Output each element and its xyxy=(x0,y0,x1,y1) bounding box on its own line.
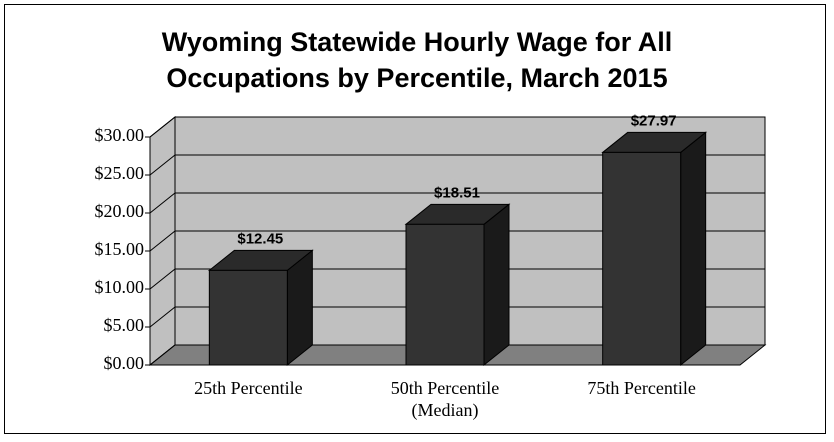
grid-line xyxy=(149,230,765,252)
data-label: $12.45 xyxy=(237,230,283,247)
x-tick-label: 25th Percentile xyxy=(194,378,303,398)
bar-side xyxy=(483,203,510,367)
grid-line xyxy=(149,154,765,176)
bar-side xyxy=(680,131,707,367)
y-tick-label: $5.00 xyxy=(104,315,145,335)
grid-line xyxy=(149,116,765,138)
y-tick-label: $20.00 xyxy=(95,201,145,221)
bar xyxy=(405,223,485,366)
grid-line xyxy=(149,344,765,366)
grid-line xyxy=(149,192,765,214)
grid-line xyxy=(149,306,765,328)
x-tick-label: 50th Percentile (Median) xyxy=(390,378,500,420)
x-tick-label: 75th Percentile xyxy=(587,378,696,398)
bar xyxy=(208,269,288,366)
data-label: $27.97 xyxy=(631,112,677,129)
grid-line xyxy=(149,268,765,290)
y-tick-label: $25.00 xyxy=(95,163,145,183)
chart-border xyxy=(4,4,826,434)
y-tick-label: $30.00 xyxy=(95,125,145,145)
data-label: $18.51 xyxy=(434,184,480,201)
bar xyxy=(602,151,682,366)
y-tick-label: $10.00 xyxy=(95,277,145,297)
y-tick-label: $15.00 xyxy=(95,239,145,259)
y-tick-label: $0.00 xyxy=(104,353,145,373)
chart-title: Wyoming Statewide Hourly Wage for All Oc… xyxy=(161,27,673,93)
